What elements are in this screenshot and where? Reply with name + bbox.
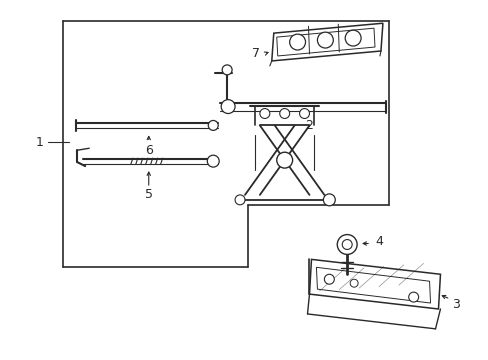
Circle shape: [345, 30, 360, 46]
Circle shape: [259, 109, 269, 118]
Circle shape: [323, 194, 335, 206]
Circle shape: [207, 155, 219, 167]
Circle shape: [408, 292, 418, 302]
Circle shape: [289, 34, 305, 50]
Circle shape: [235, 195, 244, 205]
Circle shape: [342, 239, 351, 249]
Circle shape: [276, 152, 292, 168]
Circle shape: [279, 109, 289, 118]
Circle shape: [299, 109, 309, 118]
Circle shape: [337, 235, 356, 255]
Text: 6: 6: [144, 144, 152, 157]
Circle shape: [208, 121, 218, 130]
Text: 3: 3: [451, 297, 459, 311]
Text: 5: 5: [144, 188, 152, 201]
Text: 7: 7: [251, 48, 260, 60]
Circle shape: [222, 65, 232, 75]
Text: 4: 4: [374, 235, 382, 248]
Circle shape: [324, 274, 334, 284]
Circle shape: [221, 100, 235, 113]
Text: 2: 2: [305, 119, 313, 132]
Circle shape: [349, 279, 357, 287]
Text: 1: 1: [36, 136, 43, 149]
Circle shape: [317, 32, 333, 48]
